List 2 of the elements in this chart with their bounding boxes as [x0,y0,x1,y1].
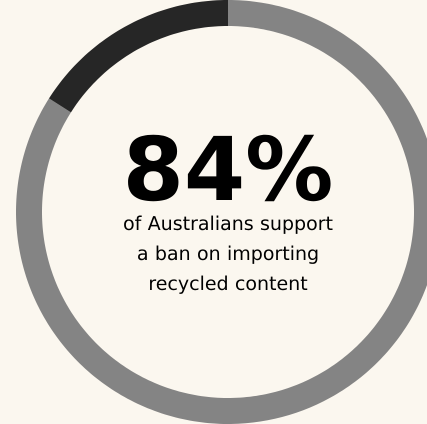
text: of Australians support a ban on importing recycled content [124,216,333,294]
data-label: 84% [128,134,331,202]
